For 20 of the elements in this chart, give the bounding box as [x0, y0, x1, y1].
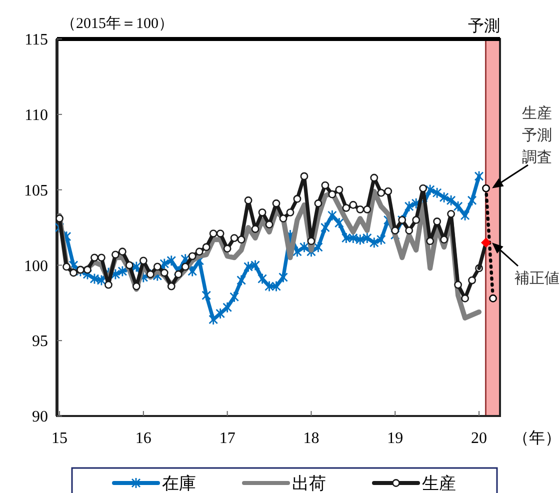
x-tick-label: 19 [387, 430, 404, 447]
annotation: 補正値 [514, 270, 560, 287]
y-tick-label: 95 [32, 333, 48, 350]
y-tick-label: 100 [24, 258, 48, 275]
y-tick-label: 115 [24, 32, 48, 49]
x-tick-label: 16 [135, 430, 152, 447]
band-label: 予測 [468, 17, 500, 35]
x-axis-title: （年） [513, 430, 560, 447]
x-tick-label: 17 [219, 430, 236, 447]
legend-label: 出荷 [292, 474, 326, 493]
x-tick-label: 18 [303, 430, 320, 447]
annotation: 生産予測調査 [522, 105, 552, 166]
x-tick-label: 20 [471, 430, 488, 447]
y-axis-title: （2015年＝100） [61, 15, 174, 32]
y-tick-label: 90 [32, 408, 48, 426]
legend-label: 在庫 [162, 474, 196, 493]
x-tick-label: 15 [52, 430, 68, 447]
y-tick-label: 105 [24, 182, 48, 200]
y-tick-label: 110 [24, 107, 48, 124]
legend-label: 生産 [422, 474, 456, 493]
